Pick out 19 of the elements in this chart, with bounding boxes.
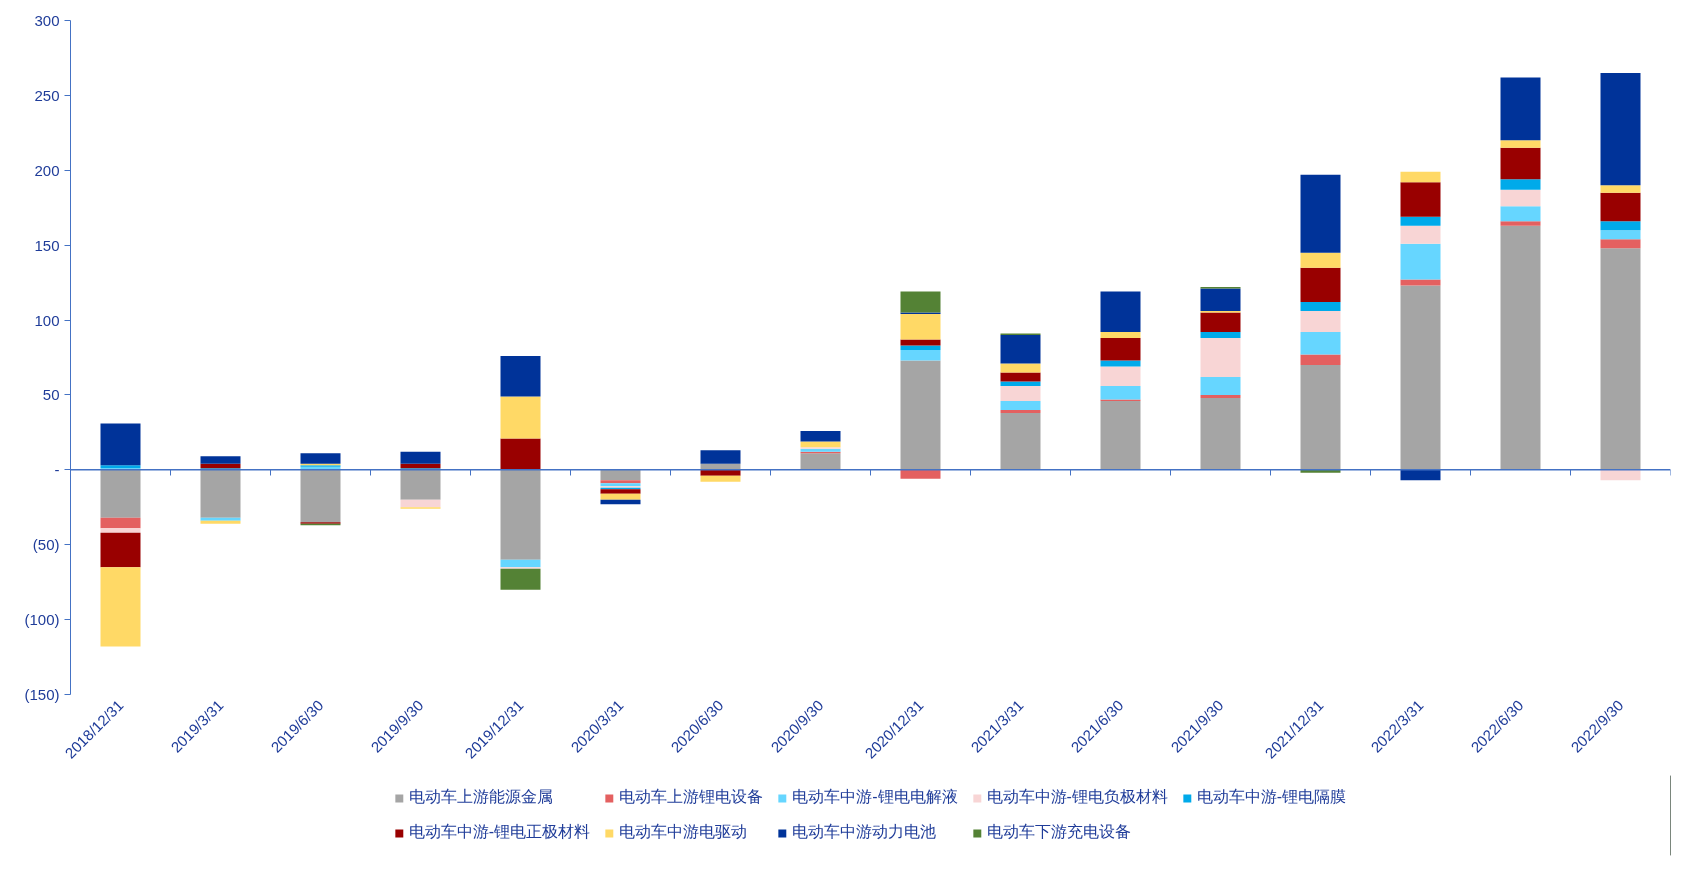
legend-label: 电动车中游动力电池 bbox=[792, 822, 937, 842]
legend-label: 电动车中游-锂电负极材料 bbox=[986, 787, 1168, 807]
legend-label: 电动车下游充电设备 bbox=[986, 822, 1131, 842]
y-tick-label: - bbox=[54, 461, 60, 479]
y-tick-label: 100 bbox=[34, 311, 60, 329]
y-tick-label: 250 bbox=[34, 86, 60, 104]
legend-label: 电动车中游-锂电电解液 bbox=[792, 787, 958, 807]
legend-label: 电动车上游能源金属 bbox=[408, 787, 553, 807]
legend-label: 电动车中游-锂电隔膜 bbox=[1196, 787, 1347, 807]
y-tick-label: 200 bbox=[34, 161, 60, 179]
y-tick-label: 300 bbox=[34, 12, 60, 29]
legend-label: 电动车中游电驱动 bbox=[619, 822, 748, 842]
y-tick-label: 150 bbox=[34, 236, 60, 254]
legend-label: 电动车中游-锂电正极材料 bbox=[408, 822, 591, 842]
legend-label: 电动车上游锂电设备 bbox=[619, 787, 764, 807]
y-tick-label: (50) bbox=[32, 536, 60, 554]
y-tick-label: 50 bbox=[42, 386, 60, 404]
y-tick-label: (150) bbox=[24, 686, 60, 703]
y-tick-label: (100) bbox=[24, 611, 60, 629]
